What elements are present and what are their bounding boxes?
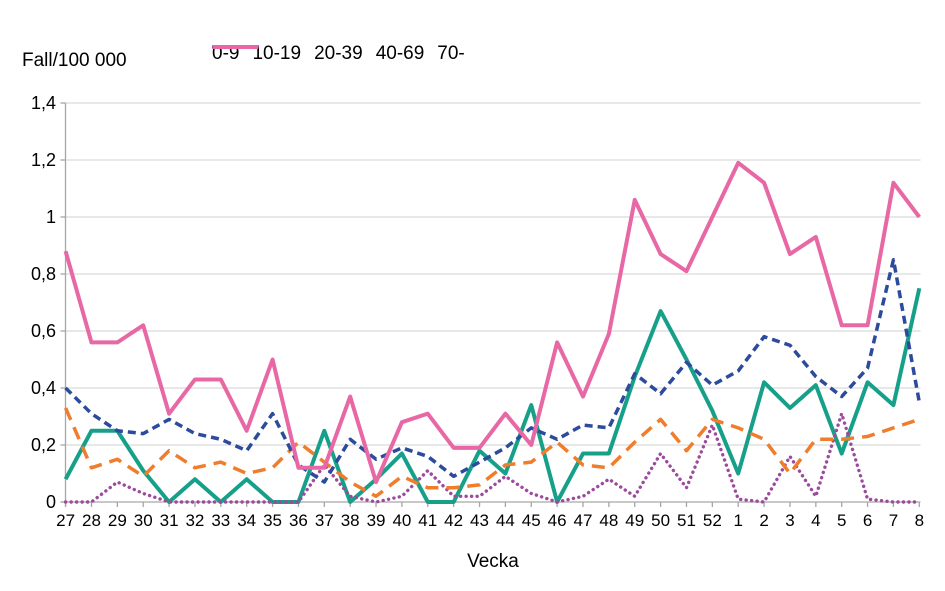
x-axis-label-52: 52 [702,511,722,530]
x-axis-label-4: 4 [811,511,821,530]
series-line-70- [63,160,921,485]
x-axis-label-46: 46 [547,511,567,530]
x-axis-label-42: 42 [444,511,464,530]
x-axis-label-32: 32 [185,511,205,530]
y-axis-label-0,6: 0,6 [30,321,56,341]
x-axis-label-5: 5 [836,511,847,530]
y-axis-label-0,2: 0,2 [30,435,56,455]
x-axis-label-51: 51 [677,511,696,530]
y-axis-label-0,4: 0,4 [30,378,56,398]
x-axis-label-38: 38 [340,511,360,530]
x-axis-label-33: 33 [211,511,231,530]
x-axis-label-28: 28 [82,511,101,530]
series-line-10-19 [63,411,922,504]
x-axis-label-2: 2 [759,511,769,530]
legend: 0-9 10-19 20-39 40-69 70- [212,42,478,66]
x-axis-label-47: 47 [573,511,593,530]
x-axis-label-36: 36 [288,511,308,530]
x-axis-label-30: 30 [133,511,153,530]
x-axis-label-41: 41 [418,511,438,530]
x-axis-label-35: 35 [263,511,282,530]
y-axis-label-1,4: 1,4 [30,93,56,113]
y-axis-label-0,8: 0,8 [30,264,56,284]
legend-swatch-70- [213,45,258,49]
x-axis-label-1: 1 [733,511,743,530]
x-axis-label-40: 40 [392,511,412,530]
x-axis-label-50: 50 [651,511,671,530]
x-axis-label-6: 6 [862,511,873,530]
legend-label-20-39: 20-39 [314,43,363,64]
x-axis-title: Vecka [467,551,519,572]
series-line-20-39 [63,407,920,499]
legend-label-70-: 70- [437,43,465,64]
x-axis-label-48: 48 [599,511,619,530]
x-axis-label-8: 8 [914,511,925,530]
legend-label-10-19: 10-19 [252,43,302,64]
x-axis-label-49: 49 [625,511,645,530]
series-line-0-9 [63,287,922,504]
y-axis-label-1: 1 [45,207,56,227]
x-axis-label-37: 37 [314,511,334,530]
x-axis-label-44: 44 [495,511,515,530]
x-axis-label-27: 27 [56,511,76,530]
x-axis-label-31: 31 [159,511,179,530]
y-axis-label-1,2: 1,2 [30,150,56,170]
legend-label-40-69: 40-69 [375,43,425,64]
x-axis-label-39: 39 [366,511,386,530]
x-axis-label-29: 29 [107,511,127,530]
legend-item-70-: 70- [213,43,465,65]
series-line-40-69 [64,258,922,484]
y-axis-label-0: 0 [45,492,56,512]
x-axis-label-3: 3 [785,511,795,530]
x-axis-label-45: 45 [521,511,541,530]
y-axis-title: Fall/100 000 [22,50,127,71]
x-axis-label-43: 43 [470,511,489,530]
x-axis-label-7: 7 [888,511,899,530]
x-axis-label-34: 34 [237,511,257,530]
